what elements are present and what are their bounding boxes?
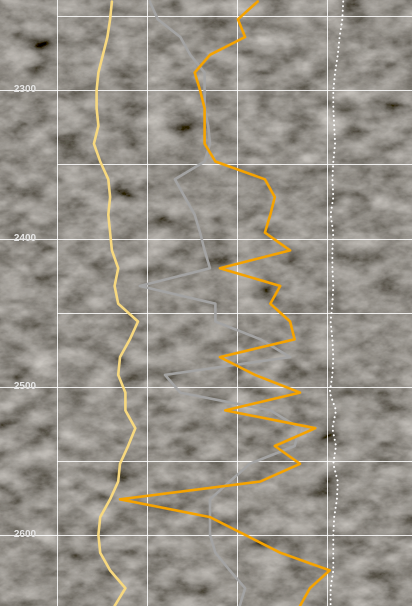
depth-labels: 2300 2400 2500 2600 [14, 84, 37, 540]
depth-label: 2600 [14, 529, 37, 540]
log-curve [138, 0, 302, 606]
curves [92, 0, 345, 606]
log-curve [92, 0, 140, 606]
depth-label: 2500 [14, 381, 37, 392]
log-curve [118, 0, 331, 606]
depth-label: 2300 [14, 84, 37, 95]
log-curve [328, 0, 345, 606]
depth-label: 2400 [14, 233, 37, 244]
